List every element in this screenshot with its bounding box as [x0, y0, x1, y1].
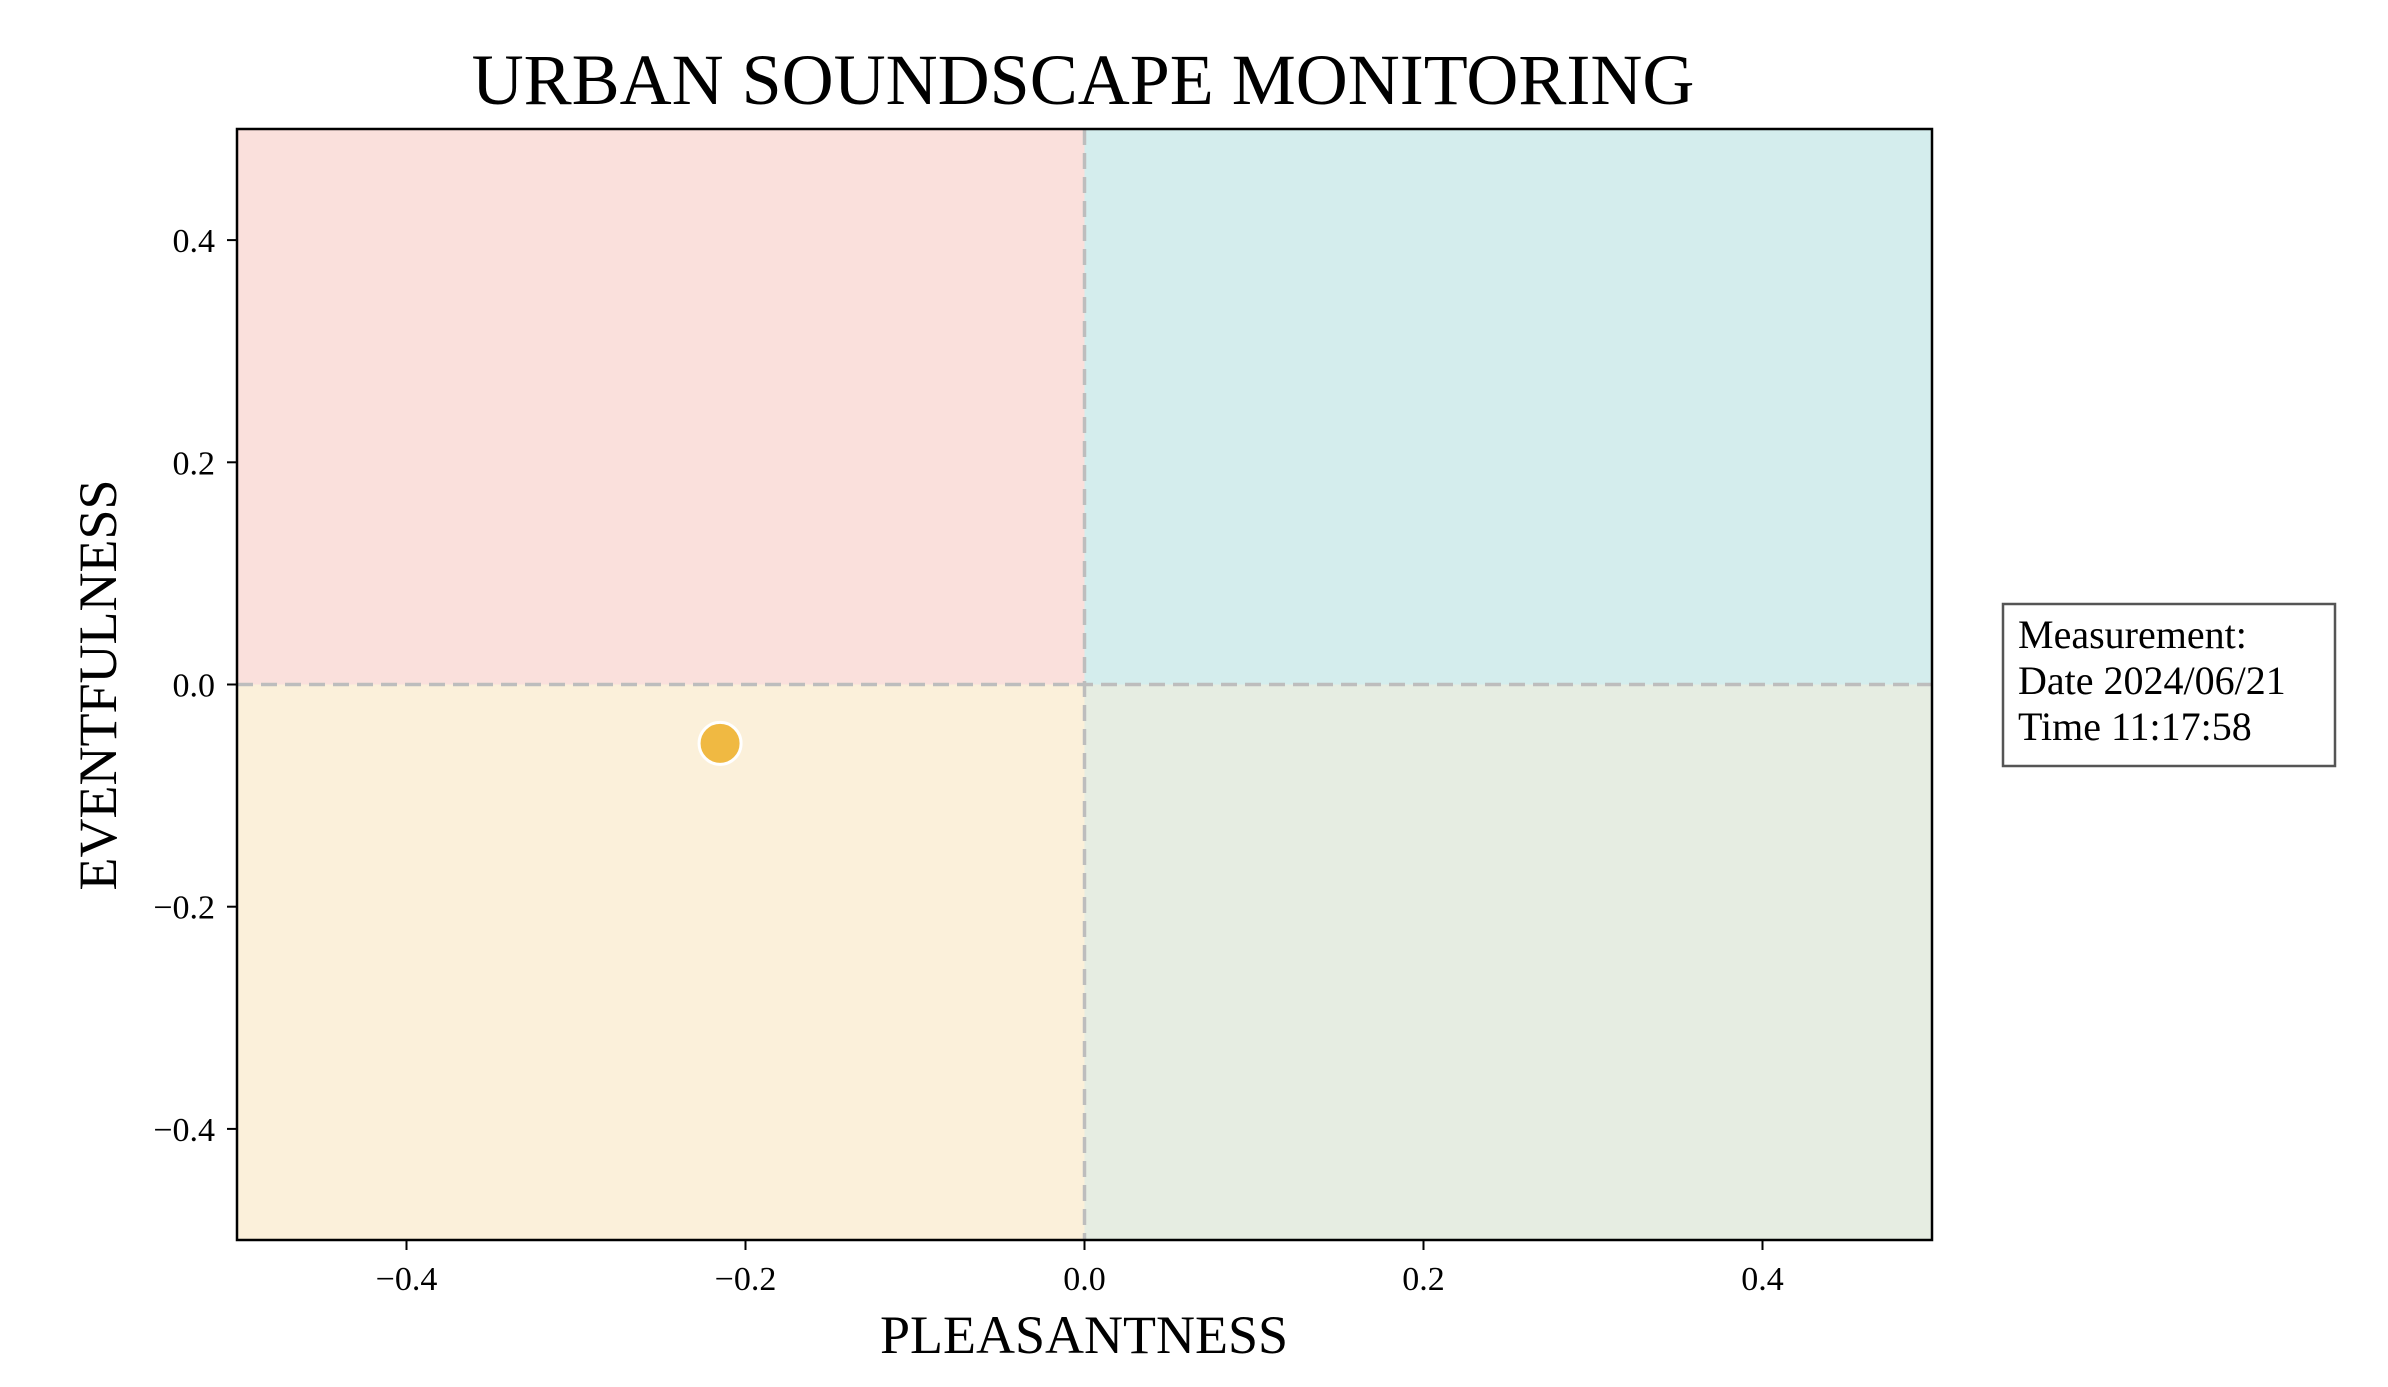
reference-lines — [237, 129, 1932, 1240]
y-axis-ticks: −0.4 −0.2 0.0 0.2 0.4 — [153, 223, 237, 1149]
quadrant-bottom-right — [1084, 684, 1932, 1240]
y-tick-label: −0.2 — [153, 890, 215, 927]
x-tick-label: 0.0 — [1063, 1261, 1106, 1298]
measurement-annotation: Measurement: Date 2024/06/21 Time 11:17:… — [2001, 602, 2337, 768]
x-tick-label: 0.2 — [1402, 1261, 1445, 1298]
chart-title: URBAN SOUNDSCAPE MONITORING — [472, 40, 1695, 120]
x-tick-label: 0.4 — [1741, 1261, 1784, 1298]
quadrant-top-right — [1084, 129, 1932, 685]
x-axis-ticks: −0.4 −0.2 0.0 0.2 0.4 — [376, 1240, 1784, 1298]
x-axis-label: PLEASANTNESS — [880, 1305, 1288, 1365]
data-point-0 — [697, 720, 743, 766]
y-tick-label: 0.4 — [173, 223, 216, 260]
y-tick-label: 0.0 — [173, 668, 216, 705]
quadrant-layer — [237, 129, 1932, 1240]
y-axis-label: EVENTFULNESS — [68, 479, 128, 890]
annotation-line-2: Date 2024/06/21 — [2018, 658, 2286, 703]
y-tick-label: 0.2 — [173, 445, 216, 482]
annotation-line-1: Measurement: — [2018, 612, 2247, 657]
annotation-line-3: Time 11:17:58 — [2018, 704, 2252, 749]
x-tick-label: −0.4 — [376, 1261, 438, 1298]
y-tick-label: −0.4 — [153, 1112, 215, 1149]
annotation-frame — [2001, 602, 2337, 768]
data-points — [697, 720, 743, 766]
quadrant-top-left — [237, 129, 1085, 685]
quadrant-bottom-left — [237, 684, 1085, 1240]
x-tick-label: −0.2 — [715, 1261, 777, 1298]
